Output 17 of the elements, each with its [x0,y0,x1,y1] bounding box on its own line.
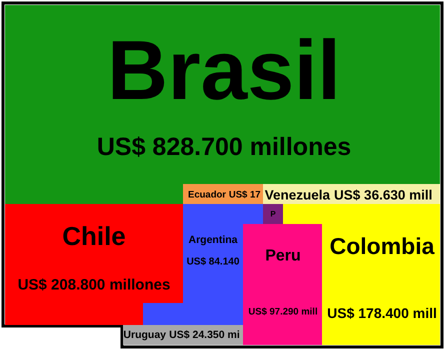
category-label: Colombia [330,233,435,259]
data-label: US$ 36.630 mill [334,188,432,202]
category-label: Argentina [188,234,238,246]
category-label: Brasil [107,23,341,117]
data-label: US$ 178.400 mill [327,305,437,321]
category-label: P [270,210,276,218]
category-label: Chile [62,221,126,251]
data-label: US$ 84.140 [186,256,240,268]
data-label: US$ 828.700 millones [96,133,352,161]
category-label: Venezuela [264,188,330,202]
data-label: US$ 97.290 mill [248,306,318,318]
data-label: US$ 17 [228,190,261,200]
data-label: US$ 24.350 mi [169,329,240,341]
data-label: US$ 208.800 millones [18,276,170,294]
category-label: Peru [265,248,301,264]
category-label: Ecuador [188,190,226,200]
category-label: Uruguay [123,329,166,341]
